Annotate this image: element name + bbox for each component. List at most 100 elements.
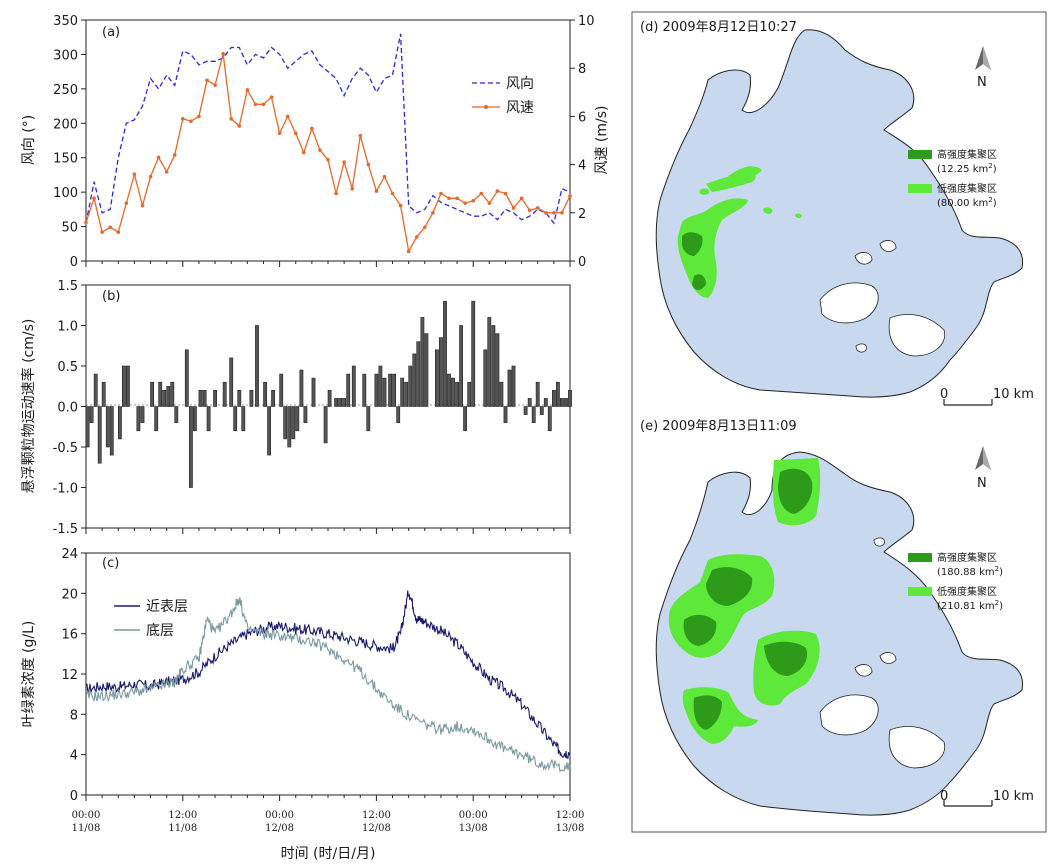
wind-speed-point	[181, 117, 185, 121]
map-d-title: (d) 2009年8月12日10:27	[640, 20, 797, 35]
wind-speed-point	[148, 174, 153, 179]
wind-speed-point	[374, 189, 379, 193]
panel-c-series	[85, 590, 571, 773]
bar	[154, 406, 159, 432]
panel-c-label: (c)	[102, 556, 119, 571]
bar	[568, 389, 572, 407]
map-d-legend-high-area-sup: 2	[988, 162, 992, 170]
x-axis-tick-labels: 00:00 11/08 12:00 11/08 00:00 12/08 12:00 12/08…	[72, 810, 585, 834]
bar	[424, 333, 429, 407]
map-e-legend-high-area-value: (180.88 km	[937, 567, 995, 578]
bar	[150, 381, 155, 407]
bar	[287, 406, 292, 448]
bar	[463, 406, 468, 432]
bar	[400, 377, 405, 407]
bar	[193, 406, 197, 432]
bar	[511, 365, 516, 407]
y-tick-label: 0	[70, 789, 78, 804]
map-d-legend-low-label: 低强度集聚区	[937, 182, 997, 195]
panel-a-ylabel-right: 风速 (m/s)	[594, 105, 610, 174]
map-d-high-cluster	[682, 232, 706, 290]
wind-speed-point	[471, 198, 476, 203]
x-axis-label: 时间 (时/日/月)	[281, 846, 376, 862]
y-tick-label: 0.0	[57, 401, 78, 416]
wind-speed-point	[560, 211, 564, 215]
panel-b-y-ticks: -1.5 -1.0 -0.5 0.0 0.5 1.0 1.5	[53, 279, 86, 537]
bar	[271, 389, 276, 407]
bar	[206, 406, 211, 432]
wind-speed-point	[269, 95, 274, 99]
map-e-legend-high-label: 高强度集聚区	[937, 551, 997, 564]
wind-speed-point	[293, 131, 298, 136]
wind-speed-point	[535, 206, 540, 210]
wind-speed-point	[455, 196, 459, 201]
wind-speed-point	[261, 102, 266, 107]
bar	[263, 381, 268, 407]
y-tick-label: 1.0	[57, 320, 78, 335]
wind-speed-point	[479, 191, 484, 196]
map-e-legend-high-area-sup: 2	[995, 565, 999, 573]
map-e-legend: 高强度集聚区 (180.88 km2) 低强度集聚区 (210.81 km2)	[908, 551, 1003, 612]
wind-speed-point	[221, 51, 225, 56]
panel-a-series	[84, 33, 572, 254]
bar	[237, 389, 242, 407]
y-tick-label: 4	[578, 159, 586, 174]
bar	[487, 317, 492, 407]
map-d-island-2	[888, 314, 946, 357]
wind-speed-point	[245, 88, 250, 92]
map-d-island-5	[855, 343, 867, 353]
bar	[539, 406, 544, 415]
y-tick-label: 0.5	[57, 360, 78, 375]
wind-speed-point	[447, 196, 451, 201]
series-line-near-surface	[85, 590, 571, 760]
wind-speed-point	[124, 201, 129, 205]
series-line-bottom	[85, 597, 571, 773]
y-tick-label: 350	[53, 14, 78, 29]
y-tick-label: 0	[578, 255, 586, 270]
map-d-island-1	[819, 282, 879, 324]
map-e-legend-low-area-value: (210.81 km	[937, 601, 995, 612]
x-tick-time: 12:00	[168, 810, 197, 821]
bar	[346, 373, 351, 407]
bar	[233, 406, 238, 432]
map-d-low-cluster	[677, 166, 802, 298]
bar	[174, 406, 179, 424]
map-e-scale-end: 10 km	[993, 789, 1034, 804]
map-e-legend-high-area-close: )	[999, 567, 1003, 578]
legend-label-bottom: 底层	[146, 623, 174, 639]
x-tick-date: 12/08	[265, 823, 294, 834]
panel-a-label: (a)	[102, 25, 120, 40]
panel-b-x-ticks	[85, 528, 571, 534]
x-tick-date: 13/08	[459, 823, 488, 834]
bar	[89, 406, 94, 424]
bar	[109, 406, 114, 456]
wind-speed-point	[100, 230, 104, 234]
wind-speed-point	[366, 162, 371, 167]
map-e-legend-low-area-close: )	[999, 601, 1003, 612]
x-tick-time: 12:00	[556, 810, 585, 821]
panel-c-chlorophyll: (c) 0 4 8 12 16 20 24 叶绿素浓度 (g/L) 近表层 底层	[21, 547, 571, 804]
panel-c-y-ticks: 0 4 8 12 16 20 24	[61, 547, 86, 804]
bar	[559, 398, 564, 407]
bar	[241, 406, 246, 432]
wind-speed-point	[92, 196, 96, 201]
bar	[499, 381, 504, 407]
y-tick-label: 20	[61, 587, 78, 602]
series-line-wind-dir	[85, 33, 571, 225]
bar	[555, 381, 560, 407]
map-e: (e) 2009年8月13日11:09 高强度集聚区 (180.88 km2) …	[640, 419, 1034, 816]
bar	[503, 406, 508, 424]
y-tick-label: 100	[53, 186, 78, 201]
bar	[85, 406, 90, 448]
panel-a-x-ticks	[85, 261, 571, 267]
bar	[101, 381, 106, 407]
bar	[483, 349, 488, 407]
bar	[412, 353, 417, 407]
panel-b-particles: (b) -1.5 -1.0 -0.5 0.0 0.5 1.0 1.5 悬浮颗粒物运动速率 (…	[20, 279, 572, 537]
wind-speed-point	[552, 211, 556, 215]
wind-speed-point	[398, 203, 403, 208]
map-d: (d) 2009年8月12日10:27 高强度集聚区 (12.25 km2) 低…	[640, 20, 1034, 406]
bar	[366, 406, 371, 432]
map-d-legend-low-area-close: )	[993, 198, 997, 209]
wind-speed-point	[568, 194, 572, 198]
